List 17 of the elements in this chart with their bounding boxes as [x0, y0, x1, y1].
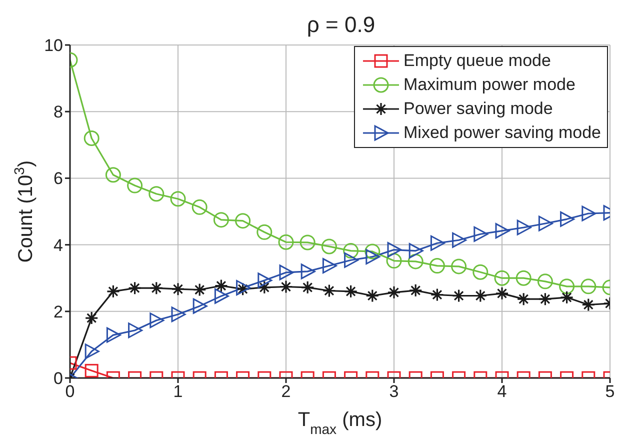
- legend-label: Power saving mode: [404, 98, 553, 120]
- legend-label: Empty queue mode: [404, 50, 551, 72]
- x-tick-label: 3: [389, 382, 399, 402]
- x-tick-label: 2: [281, 382, 291, 402]
- y-tick-label: 2: [54, 302, 63, 322]
- y-tick-label: 8: [54, 102, 63, 122]
- chart-title: ρ = 0.9: [306, 12, 376, 37]
- y-tick-label: 10: [44, 36, 63, 56]
- legend-label: Mixed power saving mode: [404, 122, 601, 144]
- y-tick-label: 4: [54, 236, 63, 255]
- x-tick-label: 5: [605, 382, 615, 402]
- legend-label: Maximum power mode: [404, 74, 576, 96]
- x-tick-label: 1: [173, 382, 183, 402]
- x-axis-title: T$_{max}$ (ms): [298, 409, 382, 437]
- y-tick-label: 6: [54, 169, 63, 188]
- y-tick-label: 0: [54, 369, 63, 388]
- x-tick-label: 4: [497, 382, 507, 402]
